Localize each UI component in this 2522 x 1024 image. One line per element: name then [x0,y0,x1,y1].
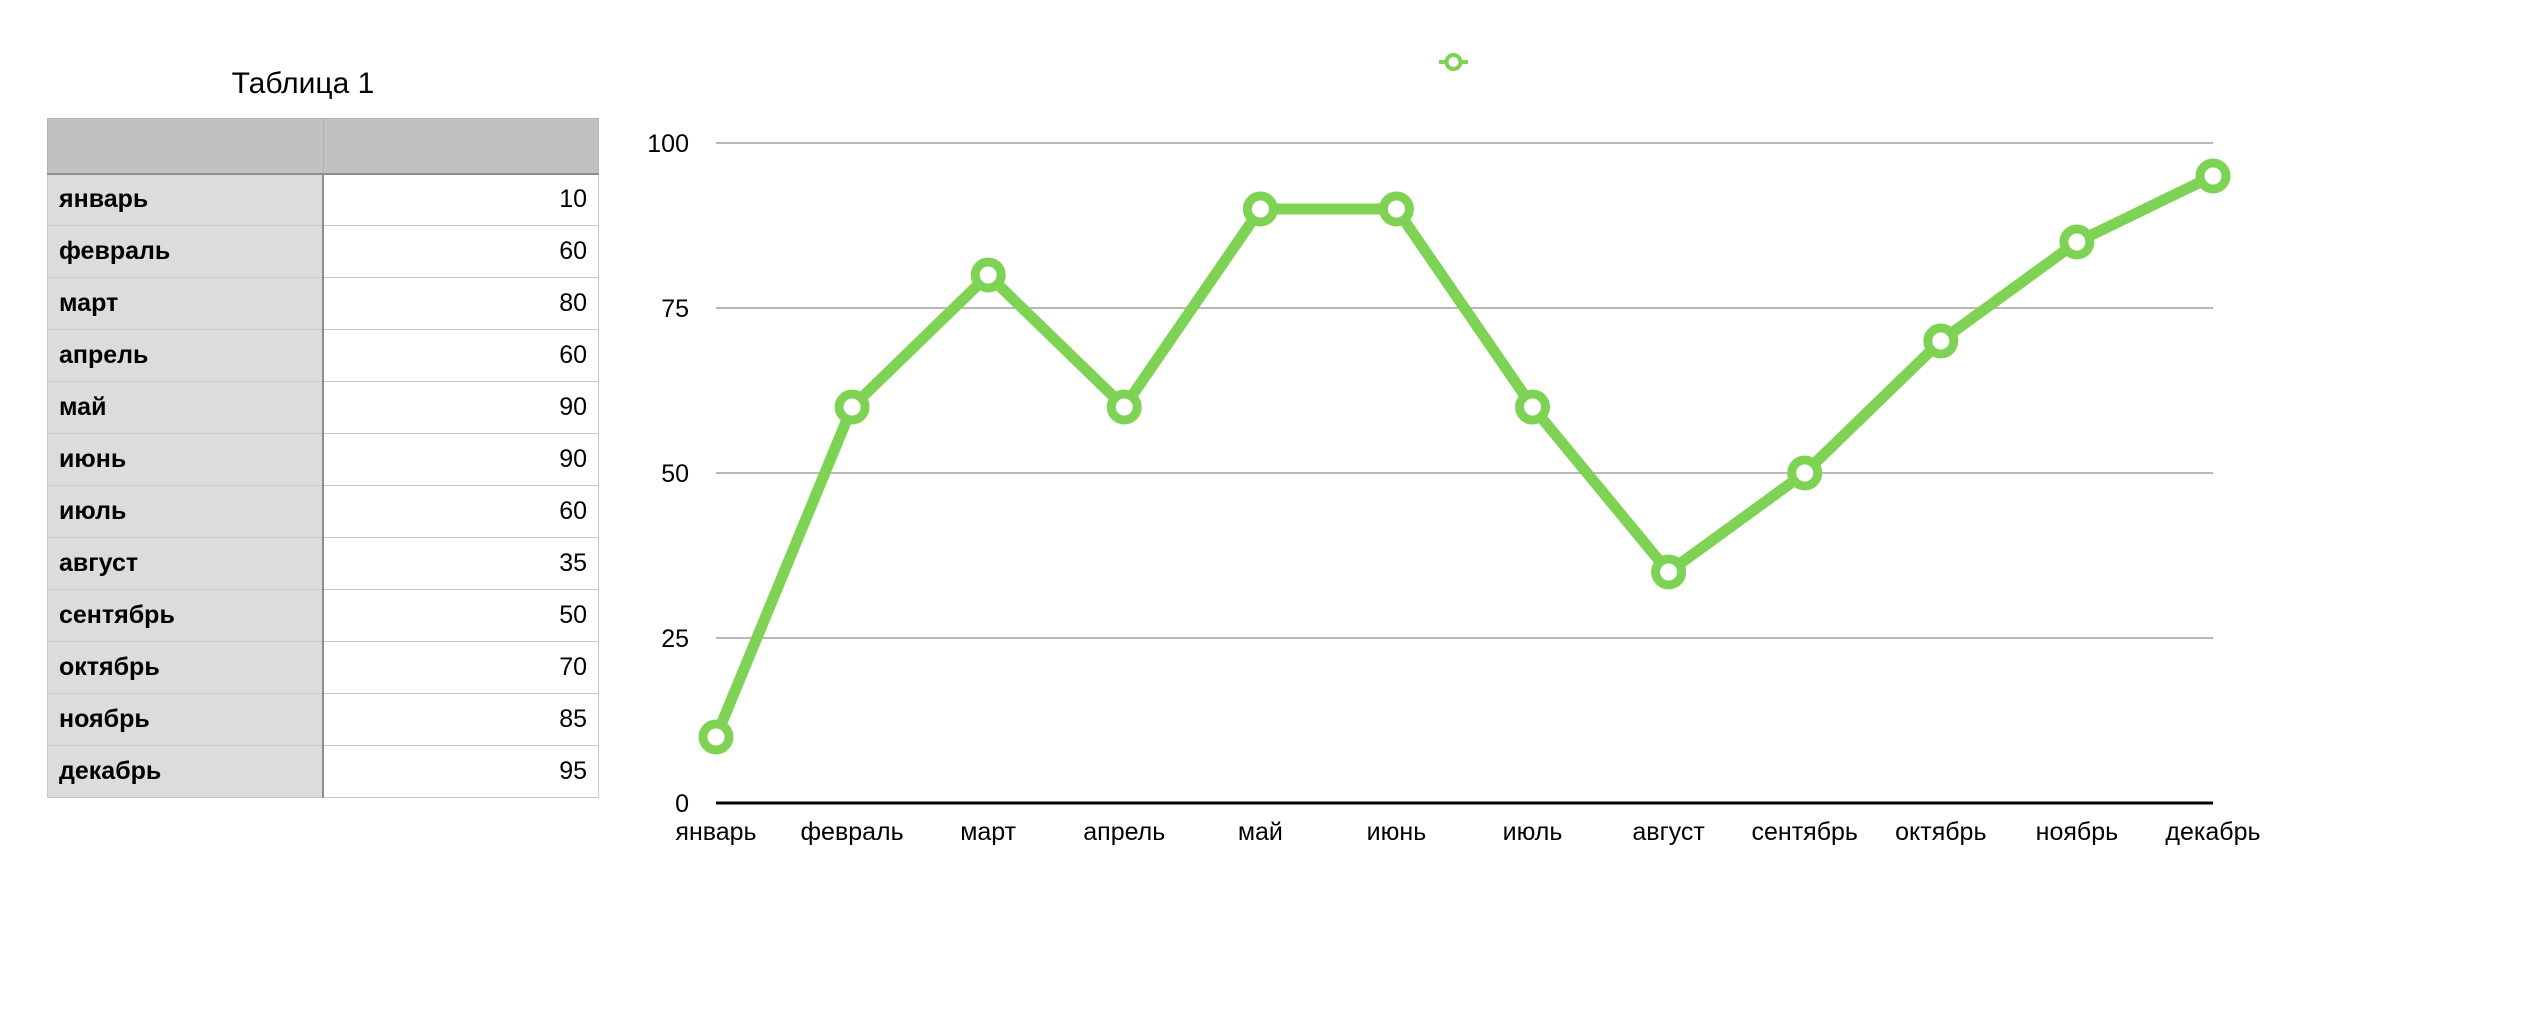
data-point[interactable] [1651,554,1687,590]
row-value-cell[interactable]: 90 [322,433,599,486]
legend-point-marker [1444,53,1463,71]
table-row[interactable]: сентябрь 50 [47,589,599,642]
y-tick-label: 50 [661,460,689,488]
table-row[interactable]: ноябрь 85 [47,693,599,746]
header-cell-value[interactable] [322,118,599,175]
x-tick-label: май [1238,818,1283,846]
x-tick-label: ноябрь [2036,818,2119,846]
x-tick-label: июль [1503,818,1563,846]
data-point[interactable] [2195,158,2231,194]
row-value-cell[interactable]: 10 [322,173,599,226]
x-axis-tick-labels: январь февраль март апрель май июнь июль август… [675,818,2260,846]
data-point[interactable] [834,389,870,425]
x-tick-label: декабрь [2165,818,2260,846]
data-point[interactable] [1378,191,1414,227]
grid-lines [716,142,2213,805]
row-label-cell[interactable]: март [47,277,324,330]
table-row[interactable]: декабрь 95 [47,745,599,798]
table-row[interactable]: июль 60 [47,485,599,538]
row-value-cell[interactable]: 80 [322,277,599,330]
x-tick-label: февраль [800,818,903,846]
table-row[interactable]: май 90 [47,381,599,434]
table-header-row[interactable] [47,118,599,175]
x-tick-label: июнь [1367,818,1427,846]
table-row[interactable]: январь 10 [47,173,599,226]
row-value-cell[interactable]: 50 [322,589,599,642]
y-tick-label: 25 [661,625,689,653]
y-tick-label: 100 [647,130,689,158]
row-value-cell[interactable]: 60 [322,485,599,538]
row-label-cell[interactable]: январь [47,173,324,226]
table-row[interactable]: август 35 [47,537,599,590]
y-tick-label: 0 [675,790,689,818]
row-value-cell[interactable]: 35 [322,537,599,590]
x-tick-label: август [1632,818,1705,846]
table-row[interactable]: февраль 60 [47,225,599,278]
header-cell-label[interactable] [47,118,324,175]
data-point[interactable] [1515,389,1551,425]
data-point[interactable] [1242,191,1278,227]
table-row[interactable]: июнь 90 [47,433,599,486]
row-value-cell[interactable]: 85 [322,693,599,746]
legend [1439,53,1468,71]
row-label-cell[interactable]: июль [47,485,324,538]
data-point[interactable] [1787,455,1823,491]
data-table[interactable]: январь 10 февраль 60 март 80 апрель 60 май 90 июнь… [47,118,599,798]
data-point[interactable] [970,257,1006,293]
row-label-cell[interactable]: декабрь [47,745,324,798]
table-title: Таблица 1 [231,67,375,100]
row-value-cell[interactable]: 60 [322,225,599,278]
table-row[interactable]: март 80 [47,277,599,330]
row-value-cell[interactable]: 95 [322,745,599,798]
row-label-cell[interactable]: май [47,381,324,434]
row-value-cell[interactable]: 70 [322,641,599,694]
data-point[interactable] [698,719,734,755]
data-point[interactable] [2059,224,2095,260]
row-label-cell[interactable]: август [47,537,324,590]
row-label-cell[interactable]: ноябрь [47,693,324,746]
series-line-group [698,158,2231,755]
x-tick-label: октябрь [1895,818,1986,846]
row-value-cell[interactable]: 60 [322,329,599,382]
x-tick-label: март [960,818,1016,846]
x-tick-label: апрель [1083,818,1165,846]
x-tick-label: январь [675,818,756,846]
data-point[interactable] [1923,323,1959,359]
x-tick-label: сентябрь [1752,818,1858,846]
row-label-cell[interactable]: февраль [47,225,324,278]
row-label-cell[interactable]: июнь [47,433,324,486]
series-line [710,170,2219,743]
y-axis-tick-labels: 0 25 50 75 100 [647,130,689,818]
row-label-cell[interactable]: октябрь [47,641,324,694]
data-table-panel: Таблица 1 январь 10 февраль 60 март 80 апрель 6… [47,62,599,798]
row-value-cell[interactable]: 90 [322,381,599,434]
table-row[interactable]: октябрь 70 [47,641,599,694]
row-label-cell[interactable]: сентябрь [47,589,324,642]
y-tick-label: 75 [661,295,689,323]
data-point[interactable] [1106,389,1142,425]
